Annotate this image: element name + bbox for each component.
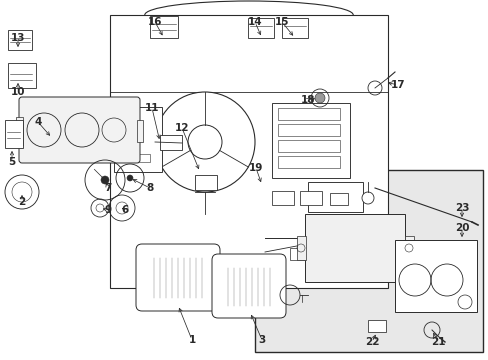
- Text: 21: 21: [430, 337, 445, 347]
- FancyBboxPatch shape: [212, 254, 285, 318]
- Text: 14: 14: [247, 17, 262, 27]
- Bar: [5, 120, 23, 148]
- Bar: [247, 18, 273, 38]
- Bar: [16, 117, 23, 145]
- Bar: [305, 214, 404, 282]
- Text: 3: 3: [258, 335, 265, 345]
- Circle shape: [187, 125, 222, 159]
- Text: 17: 17: [390, 80, 405, 90]
- Bar: [160, 135, 182, 150]
- Text: 22: 22: [364, 337, 379, 347]
- FancyBboxPatch shape: [19, 97, 140, 163]
- Bar: [254, 170, 482, 352]
- Circle shape: [314, 93, 325, 103]
- Text: 13: 13: [11, 33, 25, 43]
- Text: 19: 19: [248, 163, 263, 173]
- Text: 8: 8: [146, 183, 153, 193]
- Bar: [367, 320, 385, 332]
- Bar: [307, 182, 362, 212]
- Text: 23: 23: [454, 203, 468, 213]
- Bar: [110, 15, 387, 288]
- Text: 20: 20: [454, 223, 468, 233]
- Bar: [120, 132, 135, 142]
- Text: 9: 9: [104, 205, 111, 215]
- Text: 15: 15: [274, 17, 289, 27]
- Bar: [282, 18, 307, 38]
- Bar: [137, 120, 142, 142]
- Text: 5: 5: [8, 157, 16, 167]
- Text: 18: 18: [300, 95, 315, 105]
- Bar: [394, 240, 476, 312]
- Text: 16: 16: [147, 17, 162, 27]
- Circle shape: [101, 176, 109, 184]
- Text: 7: 7: [104, 183, 111, 193]
- Bar: [8, 63, 36, 88]
- Circle shape: [361, 192, 373, 204]
- Bar: [296, 236, 305, 260]
- Bar: [120, 114, 135, 124]
- Text: 6: 6: [121, 205, 128, 215]
- Bar: [195, 175, 217, 190]
- Bar: [329, 193, 347, 205]
- Text: 1: 1: [188, 335, 195, 345]
- Text: 10: 10: [11, 87, 25, 97]
- Bar: [150, 16, 178, 38]
- Bar: [278, 108, 339, 120]
- Bar: [299, 191, 321, 205]
- Bar: [278, 124, 339, 136]
- Bar: [278, 140, 339, 152]
- Bar: [120, 154, 150, 162]
- Circle shape: [155, 92, 254, 192]
- Text: 4: 4: [34, 117, 41, 127]
- Bar: [404, 236, 413, 260]
- Circle shape: [127, 175, 133, 181]
- Bar: [114, 107, 162, 172]
- Bar: [8, 30, 32, 50]
- Text: 2: 2: [19, 197, 25, 207]
- Text: 11: 11: [144, 103, 159, 113]
- FancyBboxPatch shape: [136, 244, 220, 311]
- Bar: [278, 156, 339, 168]
- Bar: [289, 248, 305, 260]
- Text: 12: 12: [174, 123, 189, 133]
- Bar: [271, 191, 293, 205]
- Bar: [271, 103, 349, 178]
